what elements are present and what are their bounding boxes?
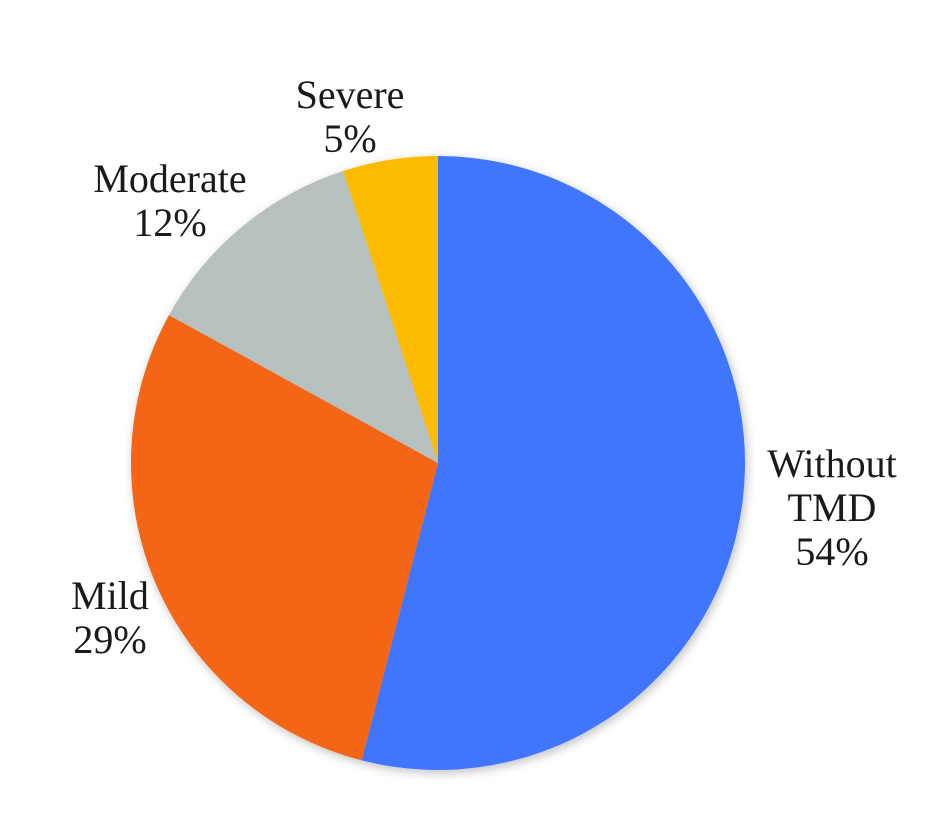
slice-without-tmd	[361, 156, 745, 770]
label-severe: Severe 5%	[295, 72, 405, 161]
pie-slices	[130, 156, 745, 770]
label-moderate: Moderate 12%	[93, 156, 247, 245]
slice-mild	[130, 315, 438, 761]
slice-severe	[343, 156, 438, 463]
slice-moderate	[168, 171, 438, 464]
label-mild: Mild 29%	[71, 573, 149, 662]
label-without-tmd: Without TMD 54%	[767, 441, 897, 574]
